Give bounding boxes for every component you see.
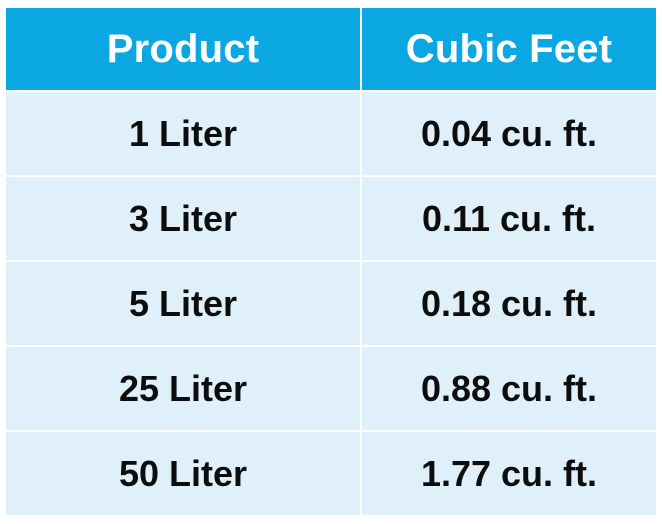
table-cell-product: 3 Liter: [6, 177, 360, 260]
column-header-product: Product: [6, 8, 360, 90]
table-cell-product: 1 Liter: [6, 92, 360, 175]
table-cell-product: 5 Liter: [6, 262, 360, 345]
table-cell-cubic-feet: 0.11 cu. ft.: [362, 177, 656, 260]
table-cell-cubic-feet: 0.18 cu. ft.: [362, 262, 656, 345]
volume-conversion-table: Product Cubic Feet 1 Liter 0.04 cu. ft. …: [6, 8, 656, 516]
column-header-cubic-feet: Cubic Feet: [362, 8, 656, 90]
table-cell-cubic-feet: 1.77 cu. ft.: [362, 432, 656, 515]
table-cell-cubic-feet: 0.88 cu. ft.: [362, 347, 656, 430]
table-cell-product: 25 Liter: [6, 347, 360, 430]
table-cell-product: 50 Liter: [6, 432, 360, 515]
table-cell-cubic-feet: 0.04 cu. ft.: [362, 92, 656, 175]
